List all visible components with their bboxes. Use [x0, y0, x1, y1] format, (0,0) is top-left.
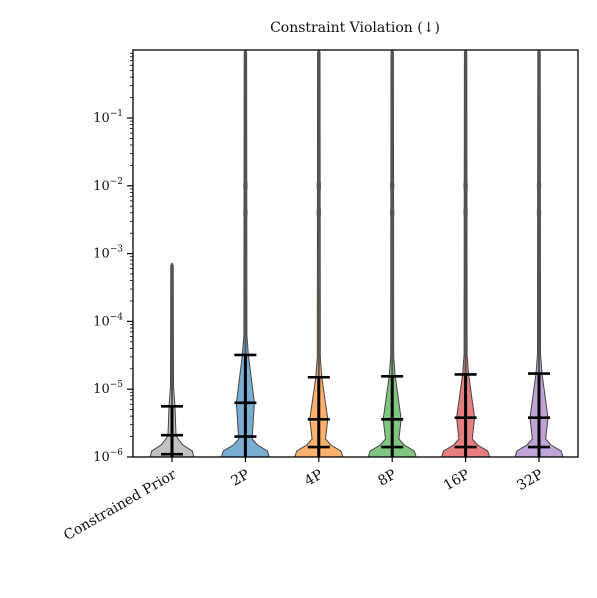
x-axis: Constrained Prior 2P 4P 8P 16P 32P: [61, 457, 546, 544]
chart-title: Constraint Violation (↓): [270, 20, 440, 36]
y-axis: 10−6 10−5 10−4 10−3 10−2 10−1: [93, 52, 133, 465]
violin-layer: [149, 49, 564, 458]
x-tick-label: Constrained Prior: [61, 466, 179, 543]
stats-layer: [161, 50, 550, 457]
x-tick-label: 32P: [514, 467, 546, 494]
x-tick-label: 16P: [441, 467, 473, 494]
x-tick-label: 8P: [375, 467, 399, 490]
y-tick-label: 10−6: [93, 448, 123, 465]
y-tick-label: 10−5: [93, 380, 123, 397]
x-tick-label: 4P: [302, 467, 326, 490]
x-tick-label: 2P: [229, 467, 253, 490]
y-tick-label: 10−4: [93, 312, 123, 329]
y-tick-label: 10−3: [93, 245, 123, 262]
plot-frame: [132, 49, 579, 458]
y-tick-label: 10−2: [93, 177, 123, 194]
y-tick-label: 10−1: [93, 109, 123, 126]
